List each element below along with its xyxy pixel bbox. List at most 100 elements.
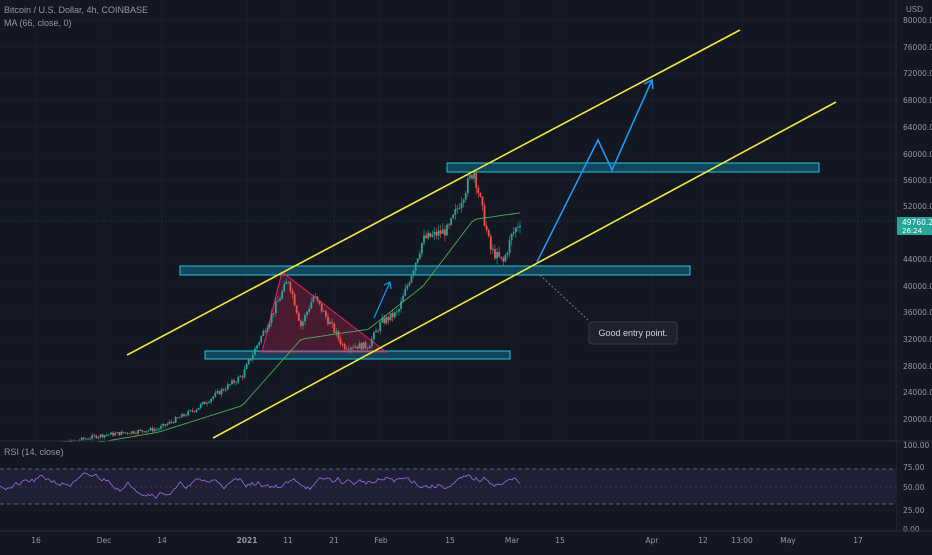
candle-body (373, 332, 375, 340)
ma-indicator-label[interactable]: MA (66, close, 0) (4, 18, 72, 28)
candle-body (308, 308, 311, 312)
main-pane[interactable] (0, 0, 896, 440)
candle-body (91, 435, 94, 439)
candle-body (82, 437, 85, 440)
time-tick-label: 21 (329, 536, 339, 545)
candle-body (241, 376, 244, 378)
time-tick-label: Apr (646, 536, 660, 545)
channel-upper-line[interactable] (126, 29, 741, 356)
candle-body (172, 422, 175, 423)
candle-body (187, 411, 190, 416)
candle-body (170, 421, 173, 423)
price-tick-label: 60000.00 (903, 150, 932, 159)
candle-body (80, 437, 83, 441)
candle-body (329, 322, 331, 325)
candle-body (206, 402, 208, 404)
rsi-pane[interactable] (0, 442, 896, 530)
candle-body (414, 262, 417, 271)
candle-body (181, 414, 183, 418)
candle-body (254, 348, 256, 355)
candle-body (285, 282, 288, 285)
candle-body (448, 224, 450, 226)
candle-body (466, 178, 469, 194)
resistance-zone-top[interactable] (446, 162, 820, 173)
candle-body (510, 233, 513, 241)
candle-body (475, 172, 478, 188)
candle-body (137, 430, 139, 434)
candle-body (489, 236, 492, 250)
candle-body (126, 432, 129, 434)
price-axis[interactable]: 80000.00 76000.00 72000.00 68000.00 64000.00… (903, 16, 932, 424)
candle-body (162, 424, 165, 427)
candle-body (458, 208, 461, 210)
candle-body (508, 240, 511, 253)
candle-body (272, 313, 275, 314)
moving-average-line (39, 212, 521, 453)
candle-body (312, 296, 315, 302)
candle-body (408, 282, 411, 286)
candle-body (517, 227, 519, 228)
candle-body (141, 430, 144, 432)
candle-body (437, 230, 440, 236)
candle-body (277, 300, 279, 302)
candle-body (237, 377, 240, 383)
candle-body (93, 435, 96, 437)
time-tick-label: 16 (31, 536, 41, 545)
candle-body (224, 389, 227, 391)
candle-body (297, 312, 300, 321)
candle-body (441, 229, 444, 234)
candle-body (208, 402, 210, 403)
candle-body (439, 230, 442, 234)
price-tick-label: 72000.00 (903, 69, 932, 78)
candle-body (387, 316, 390, 321)
candle-body (153, 429, 156, 432)
candle-body (218, 391, 221, 395)
candle-body (139, 430, 142, 431)
candle-body (118, 432, 121, 436)
candle-body (122, 431, 125, 433)
projection-arrowhead (643, 78, 654, 90)
candle-body (343, 344, 346, 349)
candle-body (316, 296, 319, 301)
candle-body (391, 313, 394, 318)
candlestick-series (39, 170, 521, 452)
candle-body (235, 382, 238, 384)
candle-body (249, 359, 252, 361)
rsi-band (0, 469, 896, 504)
small-breakout-arrow[interactable] (373, 281, 391, 319)
candle-body (114, 433, 117, 436)
candle-body (337, 331, 340, 339)
channel-lower-line[interactable] (212, 101, 837, 439)
candle-body (97, 436, 100, 439)
current-price-value: 49760.28 (902, 218, 932, 227)
candle-body (222, 389, 225, 391)
candle-body (345, 348, 348, 350)
symbol-title[interactable]: Bitcoin / U.S. Dollar, 4h, COINBASE (4, 5, 149, 15)
candle-body (393, 312, 396, 318)
candle-body (327, 316, 329, 325)
small-breakout-arrowhead (383, 281, 392, 290)
candle-body (160, 426, 162, 429)
candle-body (375, 330, 377, 333)
candle-body (356, 346, 359, 349)
candle-body (400, 301, 402, 310)
candle-body (473, 172, 475, 179)
candle-body (362, 342, 365, 350)
candle-body (460, 202, 463, 209)
grid-lines (0, 0, 896, 440)
price-tick-label: 52000.00 (903, 202, 932, 211)
candle-body (471, 175, 473, 179)
candle-body (216, 391, 219, 393)
projection-path-arrow[interactable] (536, 79, 653, 263)
candle-body (464, 193, 467, 200)
currency-label: USD (906, 5, 923, 14)
candle-body (189, 410, 192, 412)
time-axis[interactable]: 16 Dec 14 2021 11 21 Feb 15 Mar 15 Apr 12 13:00 May 17 (31, 536, 863, 545)
callout-box[interactable] (588, 321, 678, 345)
rsi-indicator-label[interactable]: RSI (14, close) (4, 447, 64, 457)
candle-body (128, 433, 131, 435)
candle-body (164, 424, 167, 426)
candle-body (314, 296, 317, 298)
candle-body (279, 298, 281, 301)
